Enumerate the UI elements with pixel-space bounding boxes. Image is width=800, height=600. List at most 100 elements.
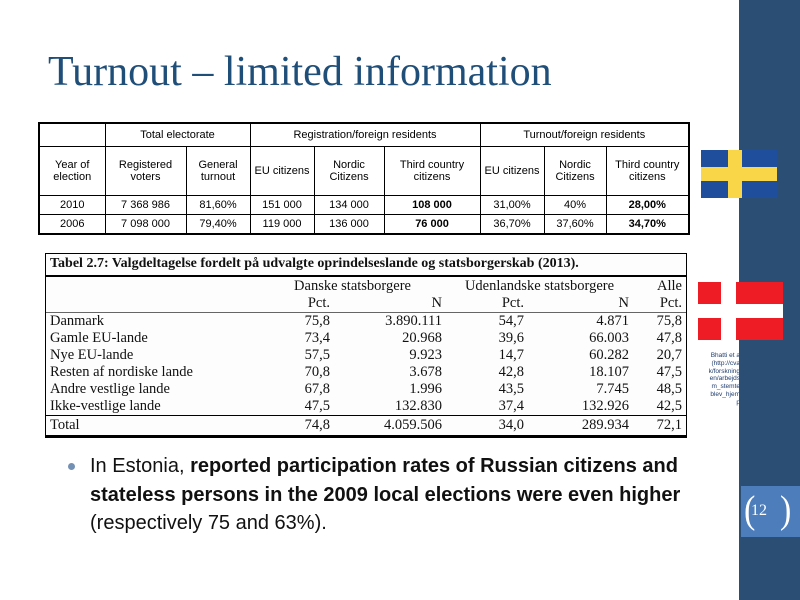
table-cell: 37,4 (498, 398, 524, 414)
table-cell: 40% (543, 195, 607, 215)
table-cell: 42,8 (498, 364, 524, 380)
table-cell: 20,7 (656, 347, 682, 363)
table-cell: 72,1 (633, 415, 686, 437)
table-cell: 7 368 986 (104, 195, 187, 215)
table-cell: Total (46, 415, 259, 437)
table-cell: 54,7 (498, 313, 524, 329)
table-cell: 132.830 (394, 398, 442, 414)
table-cell: 66.003 (589, 330, 629, 346)
table-cell (46, 277, 259, 295)
table-cell: 136 000 (313, 214, 385, 235)
citation-text: Bhatti et a (http://cva k/forskning en/arbe… (694, 352, 740, 407)
table-cell: 76 000 (383, 214, 481, 235)
table-row: Nye EU-lande 57,5 9.923 14,7 60.282 20,7 (46, 347, 686, 364)
table-cell: 134 000 (313, 195, 385, 215)
table-cell: Turnout/foreign residents (479, 122, 690, 147)
citation-line: k/forskning (708, 367, 740, 375)
right-bracket-icon: ) (780, 489, 792, 532)
table-cell: 73,4 (304, 330, 330, 346)
table-cell: Pct. (259, 295, 334, 313)
table-cell: 28,00% (605, 195, 690, 215)
sweden-flag-icon (701, 150, 777, 198)
table-cell: 43,5 (498, 381, 524, 397)
table-cell: 75,8 (304, 313, 330, 329)
bullet-text: In Estonia, reported participation rates… (90, 452, 680, 538)
table-cell: 70,8 (304, 364, 330, 380)
report-table-body: Danske statsborgere Udenlandske statsborg… (46, 277, 686, 437)
table-cell: 18.107 (589, 364, 629, 380)
table-cell: 47,5 (656, 364, 682, 380)
table-cell: Year of election (38, 146, 106, 196)
electorate-table-body: Total electorate Registration/foreign res… (38, 122, 690, 235)
table-row: Andre vestlige lande 67,8 1.996 43,5 7.745 48… (46, 381, 686, 398)
table-cell: 31,00% (479, 195, 545, 215)
citation-line: en/arbejds (709, 375, 740, 383)
table-cell: 42,5 (656, 398, 682, 414)
table-cell: 34,0 (446, 415, 528, 437)
table-cell: Danmark (50, 313, 104, 329)
table-cell: 74,8 (259, 415, 334, 437)
table-cell: 81,60% (185, 195, 251, 215)
bullet-dot-icon (68, 463, 75, 470)
citation-line: blev_hjem (710, 390, 740, 398)
table-cell: 3.678 (409, 364, 442, 380)
table-cell: Gamle EU-lande (50, 330, 148, 346)
table-cell: 39,6 (498, 330, 524, 346)
table-cell: Resten af nordiske lande (50, 364, 193, 380)
page-number: 12 (751, 502, 767, 519)
bullet-text-segment: reported participation rates of Russian … (190, 455, 678, 477)
table-row: 2006 7 098 000 79,40% 119 000 136 000 76 000 3… (38, 214, 690, 235)
bullet-text-segment: stateless persons in the 2009 local elec… (90, 483, 681, 506)
left-bracket-icon: ( (744, 489, 756, 532)
report-table-title: Tabel 2.7: Valgdeltagelse fordelt på udv… (46, 254, 686, 277)
table-cell: 2010 (38, 195, 106, 215)
table-cell: Third country citizens (383, 146, 481, 196)
table-row: 2010 7 368 986 81,60% 151 000 134 000 108 000… (38, 195, 690, 215)
table-cell: 132.926 (581, 398, 629, 414)
table-cell: 7.745 (596, 381, 629, 397)
table-cell: General turnout (185, 146, 251, 196)
electorate-table-container: Total electorate Registration/foreign res… (38, 122, 691, 235)
table-cell: 4.871 (596, 313, 629, 329)
table-cell: Registered voters (104, 146, 187, 196)
table-row: Danske statsborgere Udenlandske statsborg… (46, 277, 686, 295)
table-cell (38, 122, 106, 147)
table-cell: 34,70% (605, 214, 690, 235)
electorate-table: Total electorate Registration/foreign res… (38, 122, 691, 235)
citation-line: (http://cva (711, 359, 740, 367)
table-cell: EU citizens (479, 146, 545, 196)
page-number-badge: ( 12 ) (741, 486, 800, 537)
table-row: Resten af nordiske lande 70,8 3.678 42,8 18.… (46, 364, 686, 381)
bullet-text-line: (respectively 75 and 63%). (90, 509, 680, 538)
table-cell: Alle (657, 277, 682, 294)
bullet-text-line: In Estonia, reported participation rates… (90, 452, 680, 481)
table-cell: 7 098 000 (104, 214, 187, 235)
table-cell: 1.996 (409, 381, 442, 397)
table-cell: 3.890.111 (385, 313, 442, 329)
report-table: Danske statsborgere Udenlandske statsborg… (46, 277, 686, 437)
table-cell: N (528, 295, 633, 313)
table-cell: 9.923 (409, 347, 442, 363)
table-cell: 2006 (38, 214, 106, 235)
table-cell: Ikke-vestlige lande (50, 398, 161, 414)
table-cell: 119 000 (249, 214, 315, 235)
table-row: Total 74,8 4.059.506 34,0 289.934 72,1 (46, 415, 686, 437)
table-row: Ikke-vestlige lande 47,5 132.830 37,4 132.92… (46, 398, 686, 416)
table-cell: 20.968 (402, 330, 442, 346)
table-cell: Registration/foreign residents (249, 122, 481, 147)
table-cell: EU citizens (249, 146, 315, 196)
table-cell: N (334, 295, 446, 313)
report-table-container: Tabel 2.7: Valgdeltagelse fordelt på udv… (45, 253, 687, 438)
table-cell: 79,40% (185, 214, 251, 235)
table-cell: Third country citizens (605, 146, 690, 196)
table-cell: Andre vestlige lande (50, 381, 170, 397)
table-cell: 37,60% (543, 214, 607, 235)
denmark-flag-icon (698, 282, 783, 340)
table-row: Danmark 75,8 3.890.111 54,7 4.871 75,8 (46, 313, 686, 331)
citation-line: Bhatti et a (710, 352, 740, 359)
table-cell: Nye EU-lande (50, 347, 134, 363)
table-cell: Danske statsborgere (294, 277, 411, 294)
table-cell: 47,5 (304, 398, 330, 414)
citation-line: p (694, 399, 740, 407)
table-cell: 14,7 (498, 347, 524, 363)
